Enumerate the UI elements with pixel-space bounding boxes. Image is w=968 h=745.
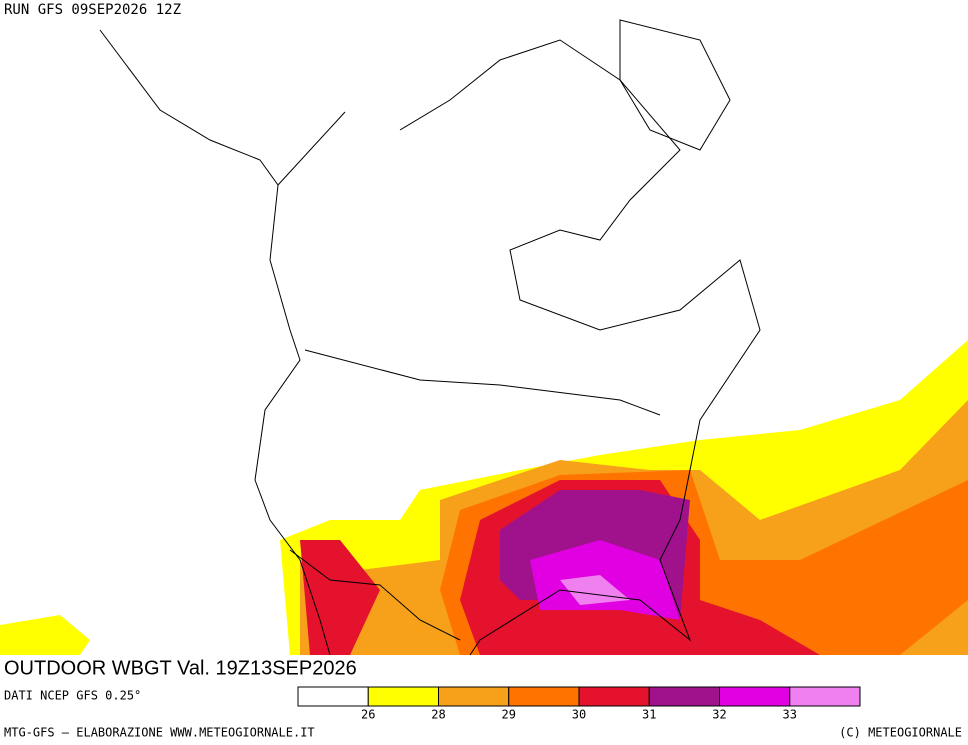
coastline <box>399 39 761 656</box>
run-label: RUN GFS 09SEP2026 12Z <box>4 2 181 18</box>
footer-right: (C) METEOGIORNALE <box>839 726 962 740</box>
colorbar-box <box>508 686 580 707</box>
colorbar-box <box>648 686 720 707</box>
colorbar-box <box>789 686 861 707</box>
colorbar-box <box>367 686 439 707</box>
colorbar-label: 26 <box>361 708 375 722</box>
colorbar-label: 33 <box>783 708 797 722</box>
colorbar-box <box>438 686 510 707</box>
field-pink <box>560 575 630 605</box>
colorbar-label: 32 <box>712 708 726 722</box>
colorbar-label: 28 <box>431 708 445 722</box>
map-title: OUTDOOR WBGT Val. 19Z13SEP2026 <box>4 657 357 679</box>
colorbar: 26 28 29 30 31 32 33 <box>297 686 861 722</box>
colorbar-label: 30 <box>572 708 586 722</box>
footer-left: MTG-GFS – ELABORAZIONE WWW.METEOGIORNALE… <box>4 726 315 740</box>
field-yellow <box>0 615 90 655</box>
source-label: DATI NCEP GFS 0.25° <box>4 689 141 703</box>
colorbar-box <box>297 686 369 707</box>
colorbar-box <box>719 686 791 707</box>
border <box>277 111 661 641</box>
field-red <box>300 540 380 655</box>
colorbar-box <box>578 686 650 707</box>
colorbar-label: 31 <box>642 708 656 722</box>
title-box <box>0 655 385 683</box>
map <box>0 19 968 656</box>
greenland <box>619 19 731 151</box>
colorbar-label: 29 <box>502 708 516 722</box>
